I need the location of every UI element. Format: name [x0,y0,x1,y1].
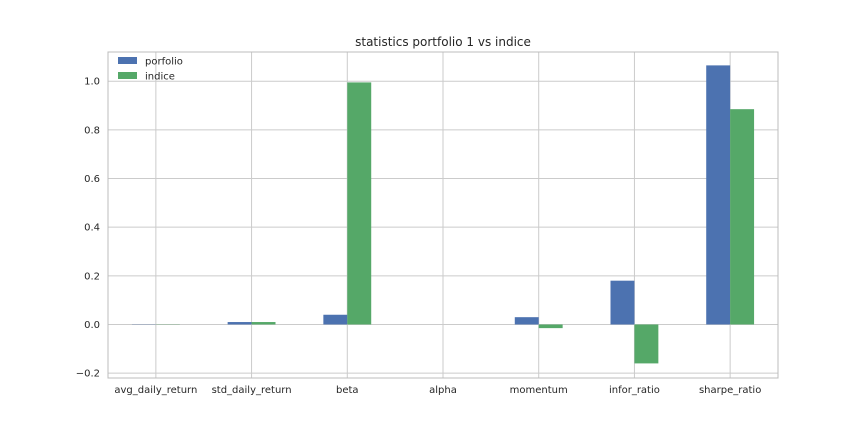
legend-label: indice [145,72,175,83]
y-tick-label: 1.0 [84,77,100,88]
x-tick-labels: avg_daily_return std_daily_return beta alph… [114,385,761,396]
legend-swatch [118,72,137,79]
bar-porfolio-std_daily_return [227,322,252,325]
legend: porfolio indice [118,57,183,83]
legend-swatch [118,57,137,64]
x-tick-label: sharpe_ratio [699,385,761,396]
y-tick-label: 0.4 [84,223,100,234]
y-tick-label: 0.8 [84,125,100,136]
chart-title: statistics portfolio 1 vs indice [355,35,531,49]
x-tick-label: avg_daily_return [114,385,197,396]
bar-indice-infor_ratio [634,324,659,364]
plot-frame [107,51,779,379]
bar-porfolio-sharpe_ratio [706,65,731,325]
bars [131,65,755,364]
x-tick-label: beta [336,385,359,396]
x-tick-label: alpha [429,385,457,396]
bar-indice-std_daily_return [251,322,276,325]
x-tick-label: momentum [510,385,568,396]
y-tick-label: 0.0 [84,320,100,331]
x-tick-label: std_daily_return [212,385,292,396]
bar-porfolio-infor_ratio [610,280,635,325]
y-tick-label: 0.6 [84,174,100,185]
y-tick-label: 0.2 [84,271,100,282]
bar-indice-sharpe_ratio [730,109,755,325]
bar-indice-beta [347,82,372,325]
bar-porfolio-momentum [514,317,539,325]
y-tick-label: −0.2 [76,369,100,380]
bar-indice-momentum [538,324,563,329]
bar-porfolio-beta [323,314,348,325]
y-tick-labels: −0.2 0.0 0.2 0.4 0.6 0.8 1.0 [76,77,100,380]
legend-label: porfolio [145,57,183,68]
x-tick-label: infor_ratio [609,385,660,396]
